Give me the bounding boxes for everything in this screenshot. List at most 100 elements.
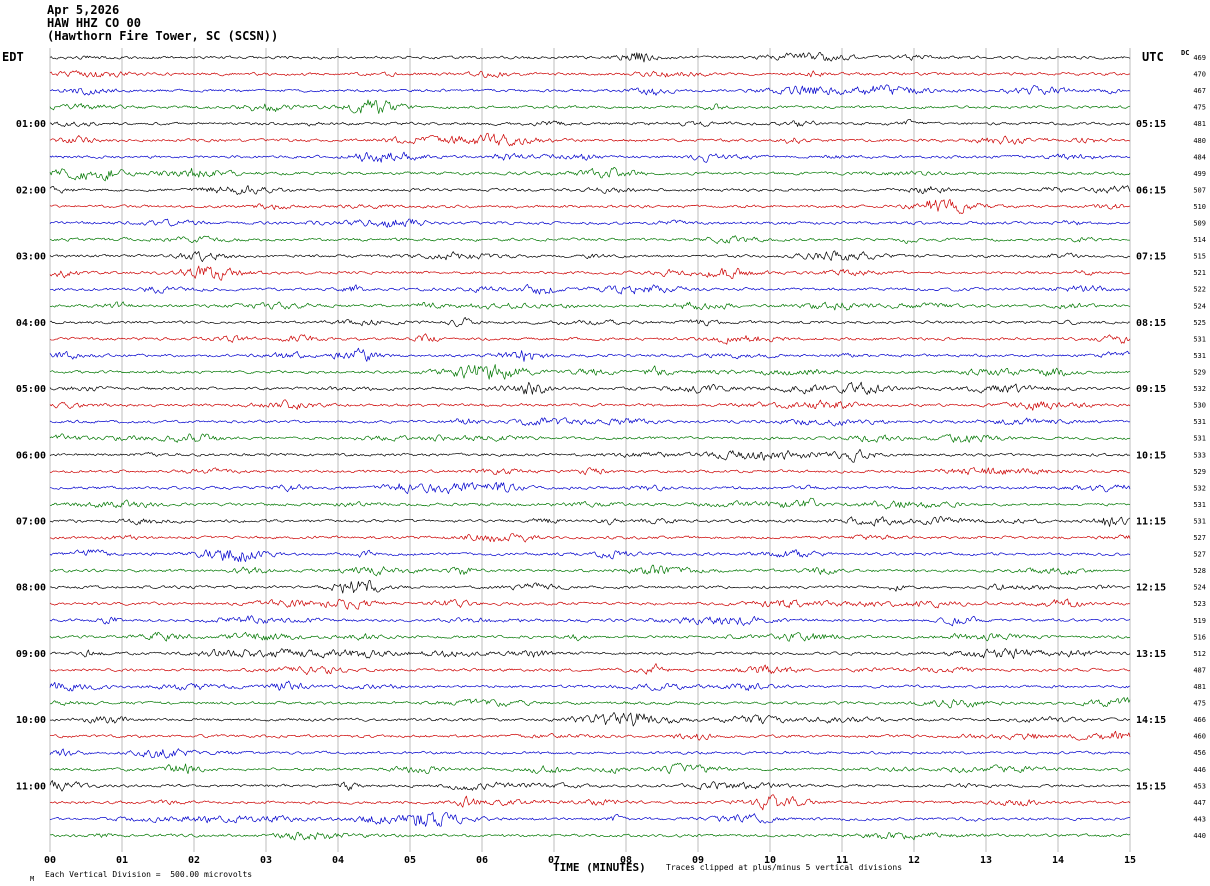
dc-value: 475 xyxy=(1193,104,1206,112)
edt-hour-label: 03:00 xyxy=(16,252,46,263)
edt-hour-label: 01:00 xyxy=(16,119,46,130)
trace-row-5 xyxy=(49,132,1131,147)
x-tick-label: 01 xyxy=(116,855,128,866)
dc-value: 481 xyxy=(1193,683,1206,691)
dc-value: 531 xyxy=(1193,501,1206,509)
x-tick-label: 14 xyxy=(1052,855,1064,866)
trace-row-26 xyxy=(49,482,1131,495)
trace-row-22 xyxy=(49,417,1131,427)
dc-value: 481 xyxy=(1193,120,1206,128)
trace-row-3 xyxy=(49,99,1131,114)
dc-value: 530 xyxy=(1193,402,1206,410)
dc-value: 525 xyxy=(1193,319,1206,327)
dc-value: 523 xyxy=(1193,600,1206,608)
utc-hour-label: 09:15 xyxy=(1136,384,1166,395)
trace-row-6 xyxy=(49,151,1131,163)
trace-row-46 xyxy=(49,811,1131,827)
dc-value: 515 xyxy=(1193,253,1206,261)
trace-row-43 xyxy=(49,762,1131,775)
dc-value: 531 xyxy=(1193,352,1206,360)
x-tick-label: 11 xyxy=(836,855,848,866)
trace-row-24 xyxy=(49,448,1131,463)
x-tick-label: 12 xyxy=(908,855,920,866)
trace-row-23 xyxy=(49,433,1131,443)
utc-hour-label: 10:15 xyxy=(1136,450,1166,461)
trace-row-29 xyxy=(49,533,1131,543)
dc-value: 509 xyxy=(1193,220,1206,228)
trace-row-34 xyxy=(49,615,1131,627)
scale-note: Each Vertical Division = 500.00 microvol… xyxy=(45,870,253,879)
dc-value: 440 xyxy=(1193,832,1206,840)
x-tick-label: 09 xyxy=(692,855,704,866)
dc-value: 532 xyxy=(1193,385,1206,393)
trace-row-36 xyxy=(49,647,1131,659)
edt-hour-label: 08:00 xyxy=(16,583,46,594)
trace-row-4 xyxy=(49,119,1131,127)
edt-hour-label: 06:00 xyxy=(16,450,46,461)
trace-row-44 xyxy=(49,780,1131,792)
dc-value: 516 xyxy=(1193,633,1206,641)
x-tick-label: 10 xyxy=(764,855,776,866)
x-tick-label: 08 xyxy=(620,855,632,866)
dc-value: 527 xyxy=(1193,551,1206,559)
trace-row-11 xyxy=(49,235,1131,244)
trace-row-9 xyxy=(49,198,1131,215)
header-location: (Hawthorn Fire Tower, SC (SCSN)) xyxy=(47,29,279,43)
dc-value: 533 xyxy=(1193,451,1206,459)
utc-hour-label: 06:15 xyxy=(1136,185,1166,196)
left-timezone-label: EDT xyxy=(2,50,24,64)
dc-value: 512 xyxy=(1193,650,1206,658)
trace-row-41 xyxy=(49,730,1131,741)
dc-value: 519 xyxy=(1193,617,1206,625)
trace-row-14 xyxy=(49,284,1131,295)
dc-value: 487 xyxy=(1193,666,1206,674)
clip-note: Traces clipped at plus/minus 5 vertical … xyxy=(666,863,903,872)
x-axis-title: TIME (MINUTES) xyxy=(553,861,646,874)
trace-row-2 xyxy=(49,84,1131,96)
dc-value: 475 xyxy=(1193,700,1206,708)
dc-value: 521 xyxy=(1193,269,1206,277)
corner-mark: M xyxy=(30,875,35,883)
dc-value: 456 xyxy=(1193,749,1206,757)
edt-hour-label: 07:00 xyxy=(16,516,46,527)
dc-value: 531 xyxy=(1193,517,1206,525)
trace-row-47 xyxy=(49,831,1131,841)
trace-row-28 xyxy=(49,516,1131,527)
dc-value: 532 xyxy=(1193,484,1206,492)
trace-row-27 xyxy=(49,497,1131,510)
x-tick-label: 13 xyxy=(980,855,992,866)
dc-value: 453 xyxy=(1193,782,1206,790)
dc-value: 499 xyxy=(1193,170,1206,178)
dc-value: 529 xyxy=(1193,369,1206,377)
trace-row-1 xyxy=(49,70,1131,79)
x-tick-label: 06 xyxy=(476,855,488,866)
trace-row-13 xyxy=(49,265,1131,281)
trace-row-17 xyxy=(49,333,1131,345)
dc-value: 466 xyxy=(1193,716,1206,724)
dc-value: 460 xyxy=(1193,733,1206,741)
x-tick-label: 05 xyxy=(404,855,416,866)
utc-hour-label: 07:15 xyxy=(1136,252,1166,263)
trace-row-30 xyxy=(49,549,1131,562)
trace-row-10 xyxy=(49,218,1131,228)
dc-value: 528 xyxy=(1193,567,1206,575)
trace-row-32 xyxy=(49,579,1131,594)
trace-row-45 xyxy=(49,794,1131,811)
utc-hour-label: 14:15 xyxy=(1136,715,1166,726)
utc-hour-label: 05:15 xyxy=(1136,119,1166,130)
dc-value: 470 xyxy=(1193,71,1206,79)
dc-value: 531 xyxy=(1193,435,1206,443)
dc-value: 524 xyxy=(1193,584,1206,592)
dc-value: 524 xyxy=(1193,302,1206,310)
edt-hour-label: 04:00 xyxy=(16,318,46,329)
trace-row-40 xyxy=(49,712,1131,727)
dc-value: 443 xyxy=(1193,815,1206,823)
trace-row-35 xyxy=(49,631,1131,642)
dc-column-header: DC xyxy=(1181,49,1190,57)
dc-value: 514 xyxy=(1193,236,1206,244)
dc-value: 446 xyxy=(1193,766,1206,774)
trace-row-7 xyxy=(49,166,1131,182)
x-tick-label: 07 xyxy=(548,855,560,866)
dc-value: 529 xyxy=(1193,468,1206,476)
